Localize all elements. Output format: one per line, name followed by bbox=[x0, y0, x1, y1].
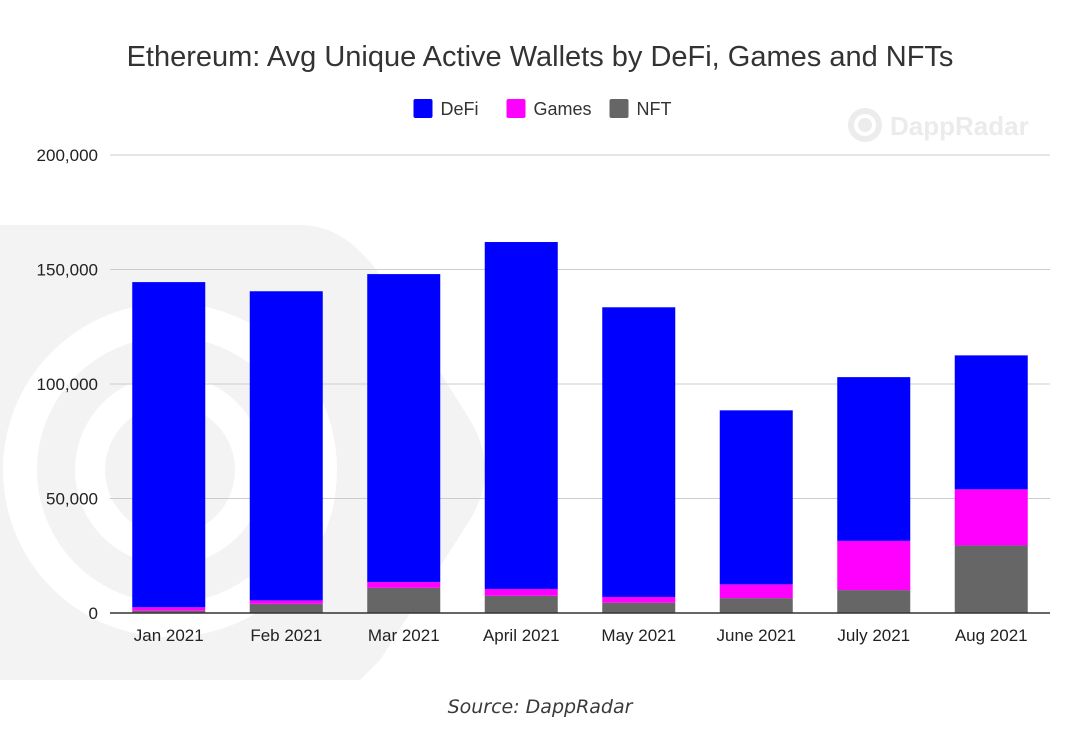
bar-games-feb-2021 bbox=[249, 600, 323, 604]
chart-title: Ethereum: Avg Unique Active Wallets by D… bbox=[127, 41, 954, 73]
bar-defi-june-2021 bbox=[719, 410, 793, 585]
x-tick-label: June 2021 bbox=[717, 626, 796, 645]
x-tick-label: April 2021 bbox=[483, 626, 560, 645]
bar-defi-may-2021 bbox=[602, 307, 676, 597]
legend-label-defi: DeFi bbox=[441, 99, 479, 119]
bar-nft-jan-2021 bbox=[132, 610, 206, 613]
legend-label-games: Games bbox=[534, 99, 592, 119]
legend-swatch-defi bbox=[413, 99, 433, 118]
bar-nft-aug-2021 bbox=[954, 545, 1028, 613]
x-tick-label: July 2021 bbox=[837, 626, 910, 645]
bar-games-jan-2021 bbox=[132, 607, 206, 611]
bar-nft-may-2021 bbox=[602, 602, 676, 613]
source-caption: Source: DappRadar bbox=[447, 696, 633, 718]
bar-games-aug-2021 bbox=[954, 489, 1028, 546]
chart-svg: Ethereum: Avg Unique Active Wallets by D… bbox=[0, 41, 1050, 680]
y-axis: 0 50,000 100,000 150,000 200,000 bbox=[37, 146, 98, 623]
bar-defi-july-2021 bbox=[837, 377, 911, 541]
legend: DeFi Games NFT bbox=[413, 99, 672, 119]
legend-swatch-games bbox=[506, 99, 526, 118]
x-tick-label: Jan 2021 bbox=[134, 626, 204, 645]
y-tick-label: 100,000 bbox=[37, 375, 98, 394]
bar-defi-feb-2021 bbox=[249, 291, 323, 601]
bar-defi-mar-2021 bbox=[367, 274, 441, 583]
bar-games-mar-2021 bbox=[367, 582, 441, 588]
bar-defi-aug-2021 bbox=[954, 355, 1028, 490]
x-tick-label: Aug 2021 bbox=[955, 626, 1028, 645]
bar-games-april-2021 bbox=[484, 588, 558, 596]
x-axis: Jan 2021 Feb 2021 Mar 2021 April 2021 May 20… bbox=[110, 612, 1050, 645]
chart: Ethereum: Avg Unique Active Wallets by D… bbox=[0, 41, 1050, 680]
y-tick-label: 200,000 bbox=[37, 146, 98, 165]
bar-games-july-2021 bbox=[837, 540, 911, 591]
bar-games-june-2021 bbox=[719, 584, 793, 599]
bars bbox=[132, 242, 1028, 613]
bar-nft-mar-2021 bbox=[367, 587, 441, 613]
bar-games-may-2021 bbox=[602, 596, 676, 603]
bar-nft-april-2021 bbox=[484, 595, 558, 613]
watermark-text: DappRadar bbox=[890, 111, 1029, 141]
legend-swatch-nft bbox=[609, 99, 629, 118]
y-tick-label: 50,000 bbox=[46, 490, 98, 509]
bar-nft-july-2021 bbox=[837, 590, 911, 613]
bar-defi-jan-2021 bbox=[132, 282, 206, 608]
x-tick-label: Mar 2021 bbox=[368, 626, 440, 645]
bar-nft-feb-2021 bbox=[249, 603, 323, 613]
x-tick-label: Feb 2021 bbox=[250, 626, 322, 645]
bar-nft-june-2021 bbox=[719, 598, 793, 613]
dappradar-logo-icon-ring bbox=[854, 114, 876, 136]
bar-defi-april-2021 bbox=[484, 242, 558, 589]
x-tick-label: May 2021 bbox=[601, 626, 676, 645]
y-tick-label: 0 bbox=[89, 604, 98, 623]
dappradar-watermark: DappRadar bbox=[848, 108, 1029, 142]
dappradar-logo-icon bbox=[848, 108, 882, 142]
legend-label-nft: NFT bbox=[637, 99, 672, 119]
y-tick-label: 150,000 bbox=[37, 261, 98, 280]
